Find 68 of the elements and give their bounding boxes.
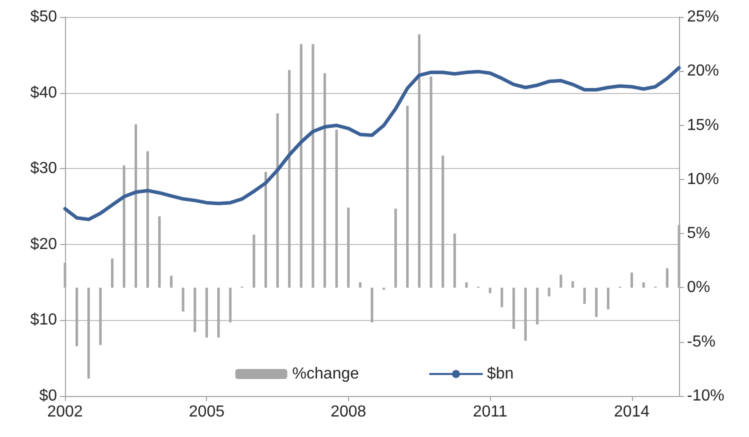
y2-tick-label: -5% bbox=[687, 333, 716, 350]
bar bbox=[583, 288, 586, 304]
x-tick-label: 2011 bbox=[472, 404, 508, 420]
bar bbox=[548, 288, 550, 296]
bar bbox=[252, 234, 256, 288]
bar bbox=[606, 288, 610, 310]
bar bbox=[642, 282, 645, 288]
bar bbox=[122, 165, 126, 288]
y-tick-label: $0 bbox=[39, 388, 58, 404]
legend-label: $bn bbox=[487, 366, 514, 382]
y-tick-label: $30 bbox=[30, 160, 58, 178]
bar bbox=[300, 44, 302, 288]
bar bbox=[358, 282, 362, 288]
bar bbox=[512, 288, 515, 329]
y2-tick-label: 5% bbox=[687, 225, 710, 242]
bar bbox=[146, 151, 149, 288]
bar bbox=[430, 76, 432, 288]
bar bbox=[536, 288, 539, 325]
bar bbox=[335, 130, 338, 288]
bar bbox=[170, 276, 173, 288]
bar bbox=[347, 208, 350, 288]
bar bbox=[560, 274, 562, 288]
y2-tick-label: -10% bbox=[687, 388, 724, 404]
bar bbox=[182, 288, 184, 312]
bar bbox=[229, 288, 232, 322]
x-tick-label: 2002 bbox=[47, 404, 83, 420]
bar bbox=[630, 272, 634, 288]
bar bbox=[442, 156, 444, 288]
bar bbox=[312, 44, 314, 288]
bar bbox=[288, 70, 291, 288]
bar bbox=[595, 288, 598, 317]
y2-tick-label: 10% bbox=[687, 170, 720, 188]
bar bbox=[453, 234, 456, 288]
y2-tick-label: 15% bbox=[687, 116, 720, 134]
y-tick-label: $40 bbox=[30, 84, 58, 102]
legend-label: %change bbox=[292, 366, 360, 382]
y-tick-label: $50 bbox=[30, 8, 58, 26]
bar bbox=[158, 216, 161, 288]
y2-tick-label: 20% bbox=[687, 62, 720, 80]
bar bbox=[205, 288, 208, 338]
x-tick-label: 2008 bbox=[330, 404, 366, 420]
bar bbox=[406, 106, 409, 288]
y2-tick-label: 0% bbox=[687, 279, 710, 296]
bar bbox=[276, 113, 279, 288]
bar bbox=[217, 288, 220, 338]
y-tick-label: $20 bbox=[30, 236, 58, 253]
line-series bbox=[63, 66, 681, 222]
bar bbox=[394, 208, 397, 288]
bar bbox=[571, 281, 574, 288]
bar bbox=[524, 288, 527, 341]
bar bbox=[500, 288, 504, 308]
bar bbox=[264, 172, 267, 288]
y-tick-label: $10 bbox=[30, 312, 58, 329]
x-tick-label: 2005 bbox=[188, 404, 225, 420]
bar bbox=[324, 73, 326, 288]
x-tick-label: 2014 bbox=[614, 404, 650, 420]
bar bbox=[76, 288, 78, 346]
bar bbox=[488, 288, 492, 294]
bar bbox=[99, 288, 102, 346]
bar bbox=[110, 258, 114, 288]
bar bbox=[134, 124, 138, 288]
y2-tick-label: 25% bbox=[687, 8, 720, 26]
bar bbox=[465, 282, 468, 288]
bar bbox=[418, 34, 420, 288]
bar bbox=[666, 268, 668, 288]
bar bbox=[87, 288, 90, 379]
bar bbox=[370, 288, 374, 322]
bar bbox=[194, 288, 196, 332]
